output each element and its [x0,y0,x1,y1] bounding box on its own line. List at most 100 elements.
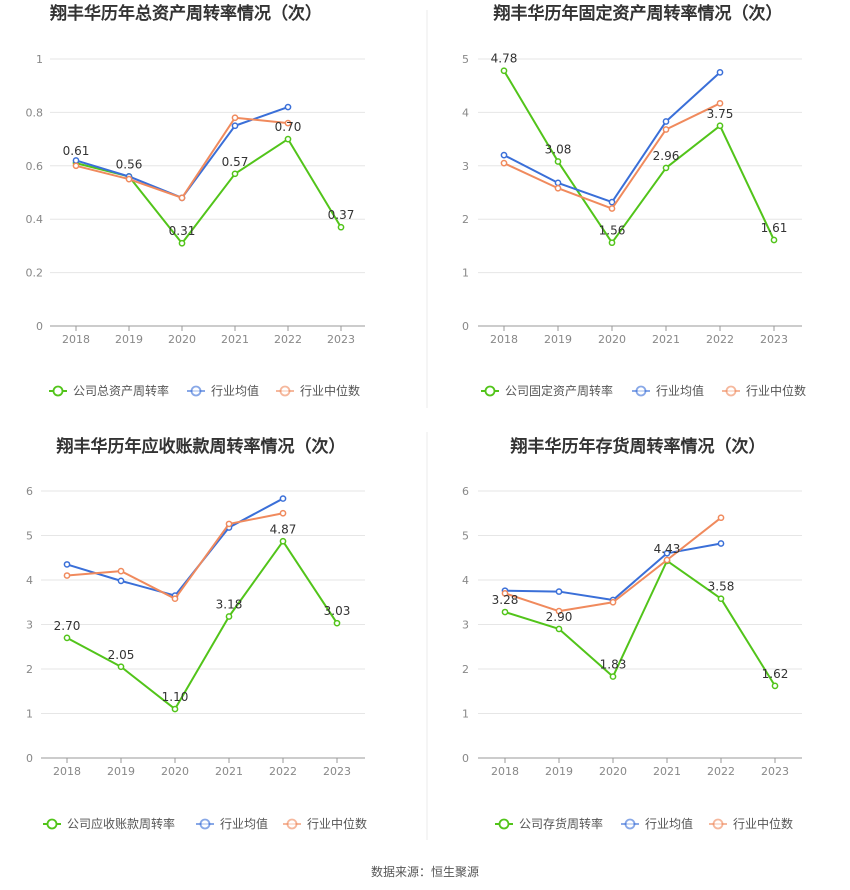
data-point-company [609,673,617,680]
data-point-company [662,164,670,172]
y-tick-label: 1 [462,708,469,721]
y-tick-label: 0.2 [26,267,44,280]
x-tick-label: 2021 [215,765,243,778]
y-tick-label: 0 [36,320,43,333]
data-label: 3.58 [708,580,735,594]
data-point-avg [554,179,562,187]
x-tick-label: 2020 [168,333,196,346]
data-point-median [608,205,616,212]
y-tick-label: 4 [462,106,469,119]
data-point-median [117,567,125,575]
legend-label-avg: 行业均值 [220,816,268,831]
x-tick-label: 2021 [653,765,681,778]
data-point-company [555,625,563,633]
chart-title: 翔丰华历年应收账款周转率情况（次） [56,436,346,457]
y-tick-label: 2 [462,663,469,676]
legend-label-company: 公司固定资产周转率 [505,383,613,398]
x-tick-label: 2023 [327,333,355,346]
data-point-median [125,175,133,183]
data-point-avg [72,157,80,164]
legend-marker-company [498,818,510,830]
x-tick-label: 2023 [323,765,351,778]
data-point-median [72,162,80,170]
data-point-company [279,537,287,545]
data-point-median [609,598,617,606]
data-point-median [225,520,233,528]
series-line-company [75,138,342,245]
data-point-company [717,595,725,603]
x-tick-label: 2020 [598,333,626,346]
data-point-company [771,682,779,690]
data-point-median [279,509,287,517]
data-point-median [284,119,292,127]
x-tick-label: 2019 [115,333,143,346]
data-point-median [663,556,671,564]
data-point-median [178,194,186,202]
x-tick-label: 2018 [490,333,518,346]
data-point-company [500,67,508,75]
legend-marker-avg [624,818,636,830]
y-tick-label: 2 [26,663,33,676]
legend-marker-median [712,818,724,830]
data-point-company [501,608,509,616]
y-tick-label: 1 [462,267,469,280]
data-label: 0.37 [328,208,355,222]
x-tick-label: 2018 [53,765,81,778]
y-tick-label: 0 [26,752,33,765]
data-point-median [501,590,509,597]
y-tick-label: 5 [462,530,469,543]
y-tick-label: 6 [462,485,469,498]
data-label: 1.10 [162,690,189,704]
data-point-median [231,114,239,122]
data-point-company [337,223,345,231]
data-point-avg [63,561,71,568]
y-tick-label: 0 [462,320,469,333]
y-tick-label: 0.4 [26,213,44,226]
series-line-median [503,102,721,210]
data-point-company [178,239,186,247]
y-tick-label: 5 [26,530,33,543]
x-tick-label: 2022 [269,765,297,778]
chart-title: 翔丰华历年固定资产周转率情况（次） [493,3,783,24]
y-tick-label: 1 [36,53,43,66]
legend-label-median: 行业中位数 [746,383,806,398]
data-label: 4.43 [654,542,681,556]
y-tick-label: 4 [26,574,33,587]
data-label: 0.31 [169,224,196,238]
y-tick-label: 5 [462,53,469,66]
data-label: 2.90 [546,610,573,624]
legend-marker-avg [635,385,647,397]
data-point-avg [555,588,563,595]
data-point-avg [279,495,287,502]
x-tick-label: 2022 [706,333,734,346]
legend-label-avg: 行业均值 [211,383,259,398]
data-point-avg [717,540,725,547]
data-point-median [171,595,179,603]
legend-marker-company [484,385,496,397]
data-point-company [333,619,341,627]
data-point-avg [608,198,616,206]
data-point-company [171,705,179,713]
series-line-avg [504,542,722,602]
x-tick-label: 2022 [707,765,735,778]
legend-label-avg: 行业均值 [645,816,693,831]
y-tick-label: 1 [26,708,33,721]
chart-title: 翔丰华历年总资产周转率情况（次） [49,3,322,24]
legend-marker-median [279,385,291,397]
legend-label-median: 行业中位数 [307,816,367,831]
x-tick-label: 2020 [161,765,189,778]
x-tick-label: 2020 [599,765,627,778]
legend-label-avg: 行业均值 [656,383,704,398]
data-label: 0.56 [116,157,143,171]
data-label: 0.57 [222,155,249,169]
data-label: 3.18 [216,597,243,611]
data-point-median [662,126,670,133]
data-point-company [117,663,125,671]
data-point-company [554,158,562,165]
data-label: 1.56 [599,224,626,238]
data-label: 1.62 [762,667,789,681]
data-label: 1.83 [600,658,627,672]
chart-title: 翔丰华历年存货周转率情况（次） [510,436,766,457]
y-tick-label: 3 [462,619,469,632]
